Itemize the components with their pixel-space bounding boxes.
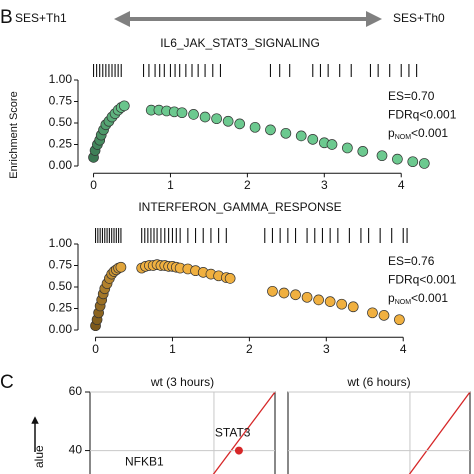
x-tick-label: 3	[321, 178, 328, 192]
p-subscript: NOM	[395, 299, 412, 306]
y-tick-label: 0.75	[49, 94, 73, 108]
point	[307, 133, 319, 145]
y-tick-label: 0.50	[49, 115, 73, 129]
y-tick-label: 0.75	[49, 258, 73, 272]
chart-title: IL6_JAK_STAT3_SIGNALING	[160, 36, 320, 50]
annotation: NFKB1	[125, 455, 164, 469]
point	[222, 115, 234, 127]
panel-label: C	[0, 372, 14, 393]
x-tick-label: 2	[244, 178, 251, 192]
point	[295, 130, 307, 142]
x-tick-label: 2	[246, 342, 253, 356]
point	[280, 127, 292, 139]
point	[392, 153, 403, 165]
point-label: STAT3	[215, 426, 251, 440]
point	[265, 124, 276, 136]
es-stat: ES=0.70	[388, 89, 435, 103]
point	[394, 314, 405, 326]
p-subscript: NOM	[395, 134, 412, 141]
point	[234, 118, 246, 130]
point	[357, 146, 369, 157]
point	[376, 150, 388, 162]
point	[378, 310, 390, 321]
p-value: <0.001	[411, 291, 448, 305]
y-tick-label: 0.00	[49, 158, 73, 172]
y-tick-label: 40	[69, 443, 83, 457]
y-tick-label: 60	[69, 384, 83, 398]
point	[418, 158, 430, 169]
point	[188, 109, 199, 120]
x-tick-label: 3	[323, 342, 330, 356]
point	[199, 111, 211, 123]
point	[347, 301, 359, 313]
x-tick-label: 0	[92, 342, 99, 356]
x-tick-label: 1	[169, 342, 176, 356]
panel-label: B	[0, 7, 13, 28]
point	[115, 261, 127, 273]
point	[324, 296, 336, 307]
x-tick-label: 0	[90, 178, 97, 192]
x-tick-label: 1	[167, 178, 174, 192]
es-stat: ES=0.76	[388, 254, 435, 268]
y-axis-label: Enrichment Score	[8, 91, 20, 178]
plot-frame	[287, 391, 471, 474]
x-tick-label: 4	[398, 178, 405, 192]
header-left: SES+Th1	[15, 11, 67, 25]
point	[224, 273, 236, 284]
x-tick-label: 4	[400, 342, 407, 356]
y-tick-label: 0.50	[49, 279, 73, 293]
point	[118, 100, 130, 112]
header-right: SES+Th0	[393, 11, 445, 25]
point	[313, 294, 324, 306]
p-stat: pNOM<0.001	[388, 126, 448, 141]
point	[342, 142, 353, 154]
y-tick-label: 0.25	[49, 301, 73, 315]
point	[234, 446, 243, 455]
y-axis-label: alue	[32, 445, 46, 468]
point	[290, 289, 301, 301]
p-value: <0.001	[411, 126, 448, 140]
y-tick-label: 1.00	[49, 72, 73, 86]
point	[176, 107, 188, 119]
point	[336, 298, 348, 310]
point	[249, 121, 261, 133]
p-letter: p	[388, 126, 395, 140]
point	[326, 139, 338, 150]
diagonal	[212, 391, 276, 474]
point	[267, 285, 278, 297]
chart-title: wt (6 hours)	[346, 375, 410, 389]
chart-title: INTERFERON_GAMMA_RESPONSE	[138, 200, 341, 214]
point	[301, 291, 313, 303]
diagonal	[408, 391, 471, 474]
point	[278, 287, 290, 299]
p-letter: p	[388, 291, 395, 305]
fdr-stat: FDRq<0.001	[388, 108, 457, 122]
y-tick-label: 0.25	[49, 137, 73, 151]
fdr-stat: FDRq<0.001	[388, 273, 457, 287]
y-tick-label: 0.00	[49, 322, 73, 336]
point	[211, 113, 222, 125]
point	[407, 156, 419, 168]
chart-title: wt (3 hours)	[150, 375, 214, 389]
point	[367, 307, 378, 319]
y-tick-label: 1.00	[49, 236, 73, 250]
p-stat: pNOM<0.001	[388, 291, 448, 306]
